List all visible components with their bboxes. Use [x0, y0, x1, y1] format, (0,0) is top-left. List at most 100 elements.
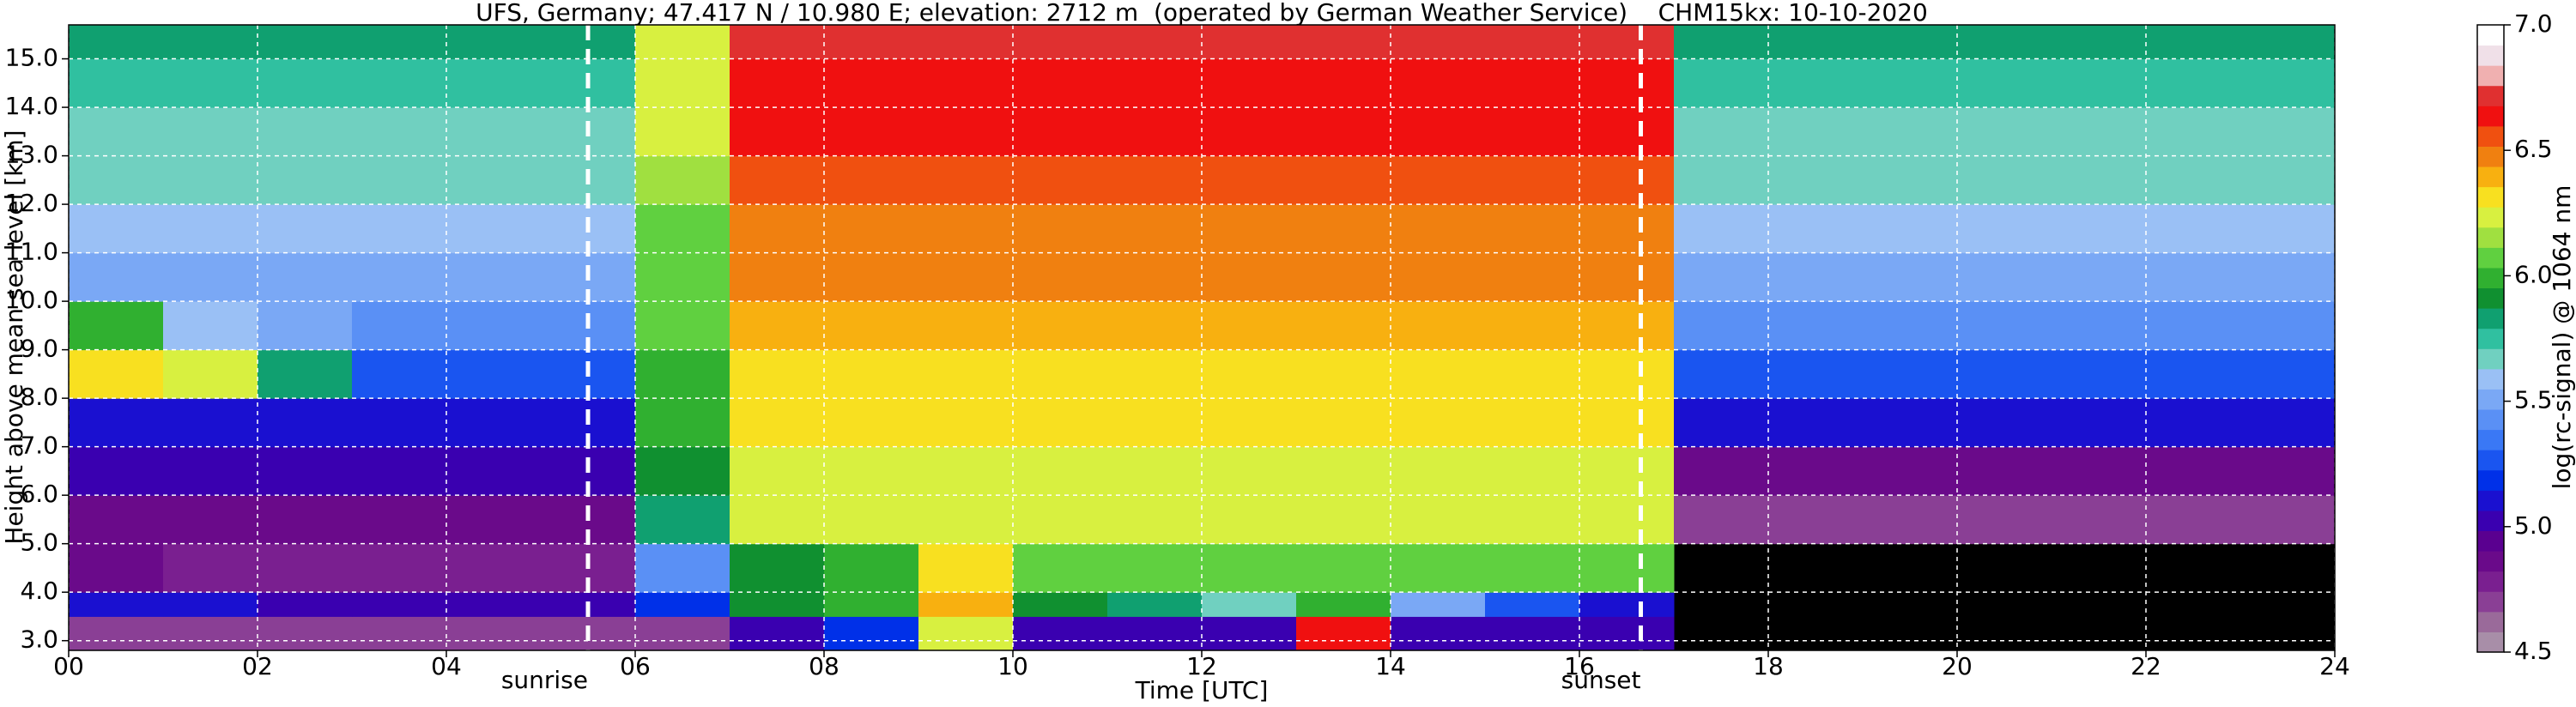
- heatmap-cell: [1674, 446, 1769, 496]
- heatmap-cell: [1768, 446, 1864, 496]
- heatmap-cell: [1013, 592, 1108, 617]
- heatmap-cell: [1202, 58, 1297, 108]
- heatmap-cell: [635, 543, 730, 593]
- heatmap-cell: [730, 301, 825, 351]
- heatmap-cell: [446, 204, 542, 254]
- heatmap-cell: [1485, 107, 1580, 157]
- heatmap-cell: [1107, 543, 1203, 593]
- heatmap-cell: [1579, 25, 1675, 60]
- heatmap-cell: [1768, 58, 1864, 108]
- heatmap-cell: [824, 495, 919, 545]
- heatmap-cell: [635, 155, 730, 205]
- heatmap-cell: [2052, 155, 2147, 205]
- heatmap-cell: [1579, 543, 1675, 593]
- heatmap-cell: [446, 349, 542, 399]
- heatmap-cell: [918, 398, 1014, 448]
- heatmap-cell: [2146, 398, 2241, 448]
- heatmap-cell: [824, 107, 919, 157]
- heatmap-cell: [918, 252, 1014, 302]
- heatmap-cell: [1579, 398, 1675, 448]
- heatmap-cell: [1485, 301, 1580, 351]
- colorbar-tick-label: 4.5: [2514, 637, 2553, 665]
- heatmap-cell: [1013, 301, 1108, 351]
- heatmap-cell: [69, 592, 164, 617]
- heatmap-cell: [1013, 616, 1108, 651]
- heatmap-cell: [163, 107, 258, 157]
- heatmap-cell: [1202, 155, 1297, 205]
- heatmap-cell: [1013, 398, 1108, 448]
- colorbar-label: log(rc-signal) @ 1064 nm: [2548, 185, 2576, 490]
- heatmap-cell: [1579, 349, 1675, 399]
- y-tick-label: 3.0: [20, 625, 58, 654]
- heatmap-cell: [730, 543, 825, 593]
- heatmap-cell: [1107, 107, 1203, 157]
- heatmap-cell: [1579, 252, 1675, 302]
- heatmap-cell: [2146, 349, 2241, 399]
- heatmap-cell: [69, 25, 164, 60]
- heatmap-cell: [352, 301, 447, 351]
- heatmap-cell: [446, 301, 542, 351]
- heatmap-cell: [2052, 252, 2147, 302]
- heatmap-cell: [730, 252, 825, 302]
- heatmap-cell: [1579, 58, 1675, 108]
- heatmap-cell: [730, 349, 825, 399]
- heatmap-cell: [1391, 495, 1486, 545]
- heatmap-cell: [824, 446, 919, 496]
- heatmap-cell: [1391, 349, 1486, 399]
- heatmap-cell: [163, 592, 258, 617]
- heatmap-cell: [1202, 204, 1297, 254]
- y-tick-label: 5.0: [20, 529, 58, 557]
- heatmap-cell: [635, 349, 730, 399]
- heatmap-cell: [1107, 398, 1203, 448]
- y-tick-label: 8.0: [20, 383, 58, 411]
- colorbar-swatch: [2477, 450, 2504, 471]
- colorbar-tick-label: 7.0: [2514, 9, 2553, 38]
- heatmap-cell: [258, 301, 353, 351]
- x-tick-label: 02: [242, 652, 273, 680]
- heatmap-cell: [352, 25, 447, 60]
- heatmap-cell: [1863, 252, 1958, 302]
- heatmap-cell: [635, 398, 730, 448]
- heatmap-cell: [1863, 58, 1958, 108]
- heatmap-cell: [1674, 58, 1769, 108]
- heatmap-cell: [824, 25, 919, 60]
- heatmap-cell: [1391, 155, 1486, 205]
- heatmap-cell: [1863, 446, 1958, 496]
- heatmap-cell: [352, 398, 447, 448]
- heatmap-cell: [163, 446, 258, 496]
- heatmap-cell: [163, 301, 258, 351]
- colorbar-swatch: [2477, 490, 2504, 511]
- y-tick-label: 15.0: [5, 44, 58, 72]
- heatmap-cell: [69, 107, 164, 157]
- heatmap-cell: [918, 616, 1014, 651]
- heatmap-cell: [1768, 204, 1864, 254]
- heatmap-cell: [1296, 349, 1391, 399]
- heatmap-cell: [69, 155, 164, 205]
- colorbar-swatch: [2477, 45, 2504, 66]
- heatmap-cell: [258, 349, 353, 399]
- y-tick-label: 10.0: [5, 286, 58, 314]
- heatmap-cell: [824, 204, 919, 254]
- heatmap-cell: [730, 592, 825, 617]
- heatmap-cell: [446, 495, 542, 545]
- heatmap-cell: [1674, 204, 1769, 254]
- heatmap-cell: [1202, 495, 1297, 545]
- heatmap-cell: [69, 446, 164, 496]
- colorbar-swatch: [2477, 25, 2504, 46]
- heatmap-cell: [1768, 301, 1864, 351]
- heatmap-cell: [1013, 107, 1108, 157]
- heatmap-cell: [1391, 25, 1486, 60]
- heatmap-cell: [2240, 252, 2336, 302]
- heatmap-cell: [2146, 58, 2241, 108]
- heatmap-cell: [446, 446, 542, 496]
- heatmap-cell: [730, 107, 825, 157]
- heatmap-cell: [2052, 25, 2147, 60]
- x-tick-label: 24: [2319, 652, 2350, 680]
- heatmap-cell: [918, 155, 1014, 205]
- colorbar-swatch: [2477, 125, 2504, 147]
- heatmap-cell: [1674, 301, 1769, 351]
- heatmap-cell: [1391, 107, 1486, 157]
- heatmap-cell: [2052, 446, 2147, 496]
- heatmap-cell: [918, 592, 1014, 617]
